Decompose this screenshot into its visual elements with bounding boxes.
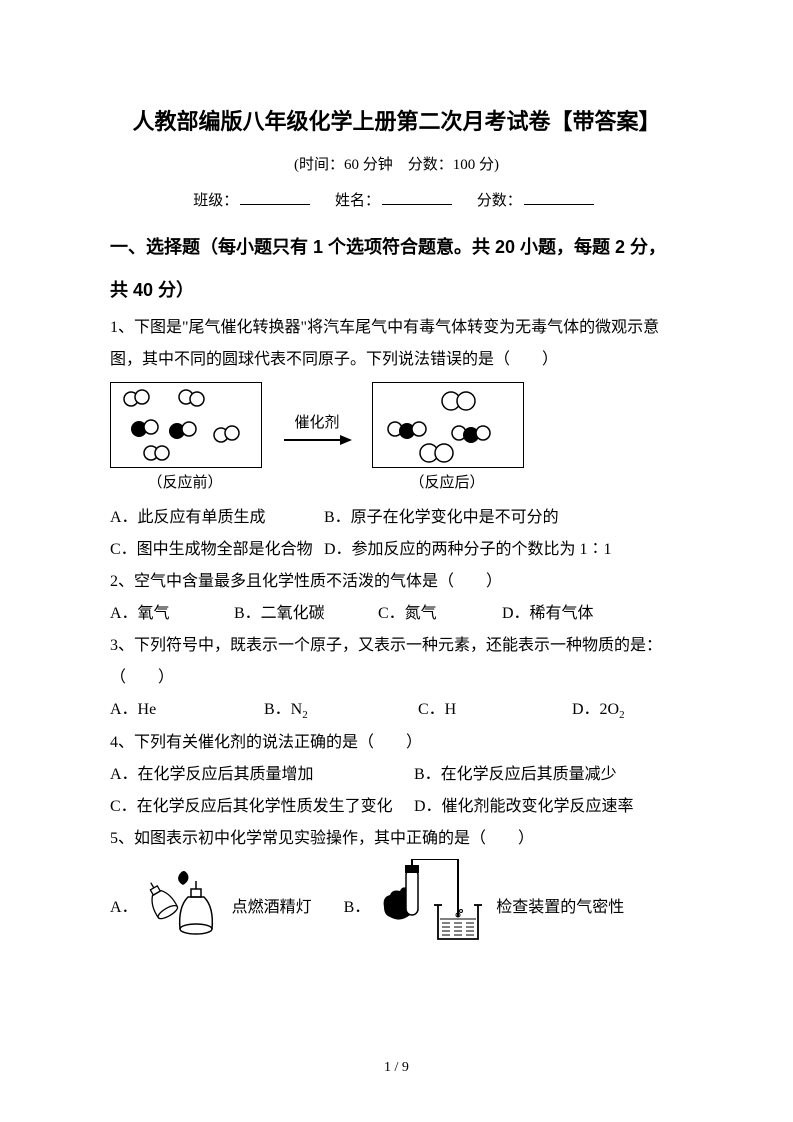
arrow-icon: [282, 433, 352, 447]
q3-options: A．He B．N2 C．H D．2O2: [110, 694, 683, 726]
q1-arrow: 催化剂: [272, 414, 362, 448]
q4-options: A．在化学反应后其质量增加 B．在化学反应后其质量减少 C．在化学反应后其化学性…: [110, 759, 683, 823]
q1-after-col: （反应后）: [372, 382, 524, 498]
q2-opt-c: C．氮气: [378, 598, 498, 630]
q4-text: 4、下列有关催化剂的说法正确的是（ ）: [110, 727, 683, 759]
q1-arrow-label: 催化剂: [294, 414, 339, 434]
q3-opt-b: B．N2: [264, 694, 414, 726]
q2-opt-b: B．二氧化碳: [234, 598, 374, 630]
alcohol-lamp-icon: [146, 867, 224, 937]
q4-opt-d: D．催化剂能改变化学反应速率: [414, 791, 634, 823]
page-title: 人教部编版八年级化学上册第二次月考试卷【带答案】: [110, 100, 683, 144]
q3-opt-d: D．2O2: [572, 694, 625, 726]
q1-before-col: （反应前）: [110, 382, 262, 498]
q1-after-box: [372, 382, 524, 468]
class-blank[interactable]: [240, 189, 310, 205]
name-label: 姓名：: [335, 193, 380, 209]
q3-opt-a: A．He: [110, 694, 260, 726]
q3-text: 3、下列符号中，既表示一个原子，又表示一种元素，还能表示一种物质的是：（ ）: [110, 630, 683, 694]
q1-before-box: [110, 382, 262, 468]
q5-options: A． 点燃酒精灯 B．: [110, 859, 683, 957]
q5-opt-b-label: 检查装置的气密性: [496, 892, 624, 924]
q1-opt-a: A．此反应有单质生成: [110, 502, 320, 534]
q1-opt-d: D．参加反应的两种分子的个数比为 1∶1: [324, 534, 612, 566]
exam-page: 人教部编版八年级化学上册第二次月考试卷【带答案】 (时间：60 分钟 分数：10…: [0, 0, 793, 1122]
q2-opt-d: D．稀有气体: [502, 598, 594, 630]
q5-opt-a-letter: A．: [110, 892, 138, 924]
q4-opt-b: B．在化学反应后其质量减少: [414, 759, 617, 791]
student-fields: 班级： 姓名： 分数：: [110, 186, 683, 216]
q2-opt-a: A．氧气: [110, 598, 230, 630]
q1-opt-c: C．图中生成物全部是化合物: [110, 534, 320, 566]
q1-opt-b: B．原子在化学变化中是不可分的: [324, 502, 559, 534]
section-1-heading: 一、选择题（每小题只有 1 个选项符合题意。共 20 小题，每题 2 分，共 4…: [110, 226, 683, 312]
q2-text: 2、空气中含量最多且化学性质不活泼的气体是（ ）: [110, 566, 683, 598]
q5-opt-b-image: [378, 859, 488, 957]
q5-opt-b-letter: B．: [344, 892, 371, 924]
class-label: 班级：: [193, 193, 238, 209]
q5-text: 5、如图表示初中化学常见实验操作，其中正确的是（ ）: [110, 823, 683, 855]
q5-opt-a-label: 点燃酒精灯: [232, 892, 312, 924]
q1-after-caption: （反应后）: [372, 468, 522, 498]
q4-opt-c: C．在化学反应后其化学性质发生了变化: [110, 791, 410, 823]
subtitle: (时间：60 分钟 分数：100 分): [110, 150, 683, 180]
q1-before-caption: （反应前）: [110, 468, 260, 498]
q1-diagram: （反应前） 催化剂: [110, 382, 683, 498]
q1-before-svg: [111, 383, 261, 467]
q1-text: 1、下图是"尾气催化转换器"将汽车尾气中有毒气体转变为无毒气体的微观示意图，其中…: [110, 312, 683, 376]
q3-opt-c: C．H: [418, 694, 568, 726]
q1-after-svg: [373, 383, 523, 467]
q5-opt-a-image: [146, 867, 224, 949]
page-number: 1 / 9: [0, 1054, 793, 1082]
q1-options: A．此反应有单质生成 B．原子在化学变化中是不可分的 C．图中生成物全部是化合物…: [110, 502, 683, 566]
airtight-check-icon: [378, 859, 488, 945]
score-blank[interactable]: [524, 189, 594, 205]
name-blank[interactable]: [382, 189, 452, 205]
score-label: 分数：: [477, 193, 522, 209]
q4-opt-a: A．在化学反应后其质量增加: [110, 759, 410, 791]
q2-options: A．氧气 B．二氧化碳 C．氮气 D．稀有气体: [110, 598, 683, 630]
